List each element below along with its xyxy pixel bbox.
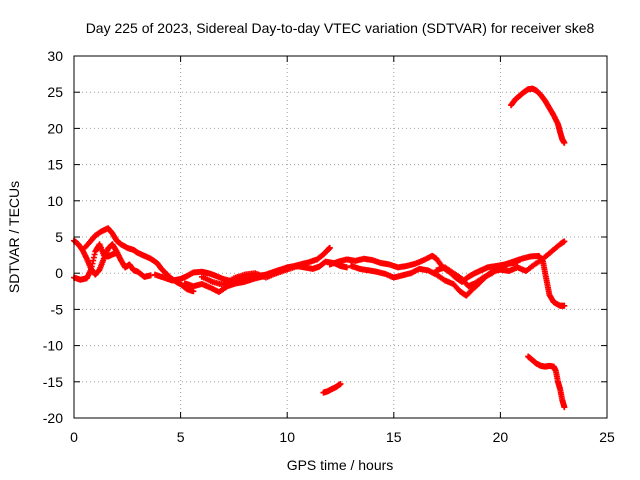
y-tick-label: -5	[51, 301, 64, 317]
x-tick-label: 0	[70, 429, 78, 445]
data-points	[71, 85, 568, 411]
y-tick-label: 0	[55, 265, 63, 281]
data-point	[343, 264, 350, 271]
tick-labels: 0 5 10 15 20 25 -20 -15 -10 -5 0 5 10 15 20 25 30	[43, 48, 615, 445]
x-tick-label: 20	[493, 429, 509, 445]
data-point	[294, 262, 301, 269]
x-tick-label: 10	[279, 429, 295, 445]
series-mid-c	[198, 262, 301, 288]
data-point	[561, 238, 568, 245]
series-early-c	[81, 225, 197, 295]
data-point	[561, 404, 568, 411]
axis-ticks	[73, 55, 608, 419]
y-tick-label: 25	[47, 84, 63, 100]
data-point	[561, 139, 568, 146]
data-point	[514, 259, 521, 266]
y-tick-label: -15	[43, 374, 63, 390]
series-high	[508, 85, 568, 146]
grid-lines	[74, 56, 607, 418]
y-tick-label: 20	[47, 120, 63, 136]
y-tick-label: 10	[47, 193, 63, 209]
x-axis-label: GPS time / hours	[287, 457, 394, 473]
y-tick-label: 30	[47, 48, 63, 64]
y-tick-label: 5	[55, 229, 63, 245]
series-early-b	[71, 241, 120, 283]
series-late-c	[433, 259, 521, 290]
series-isolated	[320, 380, 344, 396]
y-tick-label: -10	[43, 338, 63, 354]
series-early-a	[71, 237, 154, 280]
series-low	[525, 353, 568, 411]
data-point	[561, 302, 568, 309]
data-point	[326, 244, 333, 251]
y-tick-label: -20	[43, 410, 63, 426]
y-tick-label: 15	[47, 157, 63, 173]
data-point	[113, 249, 120, 256]
chart-title: Day 225 of 2023, Sidereal Day-to-day VTE…	[86, 20, 595, 36]
x-tick-label: 25	[599, 429, 615, 445]
x-tick-label: 5	[177, 429, 185, 445]
y-axis-label: SDTVAR / TECUs	[6, 181, 22, 293]
x-tick-label: 15	[386, 429, 402, 445]
data-point	[190, 288, 197, 295]
data-point	[337, 380, 344, 387]
